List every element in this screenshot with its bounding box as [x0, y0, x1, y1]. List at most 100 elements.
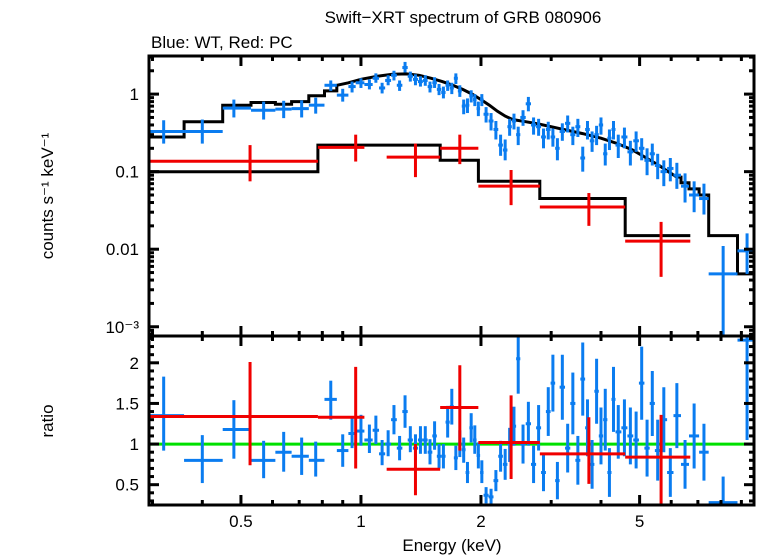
data-point	[184, 435, 223, 484]
data-point	[402, 395, 408, 428]
data-point	[644, 419, 650, 477]
data-point	[550, 128, 556, 147]
data-point	[465, 461, 470, 484]
data-point	[516, 336, 521, 394]
data-point	[417, 76, 423, 87]
x-tick-label: 1	[356, 512, 365, 531]
data-point	[545, 121, 551, 140]
data-point	[436, 444, 442, 469]
data-point	[432, 77, 437, 88]
data-point	[708, 245, 738, 336]
data-point	[478, 395, 540, 479]
data-point	[483, 487, 489, 504]
data-point	[417, 426, 423, 454]
data-point	[555, 461, 560, 500]
data-point	[649, 143, 655, 166]
data-point	[667, 448, 674, 497]
data-point	[308, 441, 325, 477]
data-point	[516, 126, 521, 146]
data-point	[654, 153, 661, 180]
data-point	[440, 134, 479, 165]
data-point	[621, 127, 628, 149]
data-point	[681, 440, 689, 489]
data-point	[441, 444, 446, 469]
data-point	[530, 445, 537, 484]
data-point	[149, 376, 185, 451]
data-point	[396, 80, 403, 91]
data-point	[667, 157, 674, 182]
data-point	[493, 120, 499, 140]
data-point	[598, 117, 604, 135]
data-point	[317, 134, 365, 162]
data-point	[427, 439, 433, 465]
data-point	[615, 134, 622, 158]
data-point	[412, 74, 418, 86]
data-point	[372, 415, 380, 445]
data-point	[565, 423, 571, 473]
data-point	[469, 413, 473, 443]
chart-subtitle: Blue: WT, Red: PC	[151, 33, 293, 52]
x-axis-label: Energy (keV)	[402, 536, 501, 555]
data-point	[478, 170, 540, 206]
y-tick-label: 0.01	[106, 240, 139, 259]
data-point	[555, 138, 560, 161]
data-point	[565, 115, 571, 133]
x-tick-label: 0.5	[229, 512, 253, 531]
data-point	[324, 80, 337, 91]
data-point	[445, 405, 450, 438]
data-point	[580, 146, 586, 172]
data-point	[440, 365, 479, 451]
data-point	[673, 162, 682, 189]
data-point	[580, 342, 586, 416]
data-point	[598, 407, 604, 465]
data-point	[336, 434, 349, 467]
data-point	[379, 440, 386, 466]
data-point	[654, 419, 661, 481]
data-point	[681, 173, 689, 203]
data-point	[251, 101, 276, 120]
data-point	[625, 414, 691, 505]
data-point	[488, 113, 494, 131]
y-tick-label: 2	[130, 354, 139, 373]
spectrum-panel: 1 0.1 0.01 10⁻³	[105, 54, 756, 338]
data-point	[385, 430, 392, 457]
data-point	[627, 140, 634, 166]
data-point	[149, 120, 185, 144]
data-point	[607, 448, 612, 497]
data-point	[570, 372, 576, 435]
data-point	[525, 401, 531, 446]
data-point	[594, 125, 599, 146]
data-point	[611, 120, 616, 140]
data-point	[550, 354, 556, 412]
data-point	[559, 354, 566, 420]
model-line-pc	[149, 143, 691, 238]
y-tick-label: 1.5	[115, 394, 139, 413]
ratio-panel: 2 1.5 1 0.5	[115, 334, 756, 507]
data-point	[627, 407, 634, 465]
data-point	[502, 448, 508, 480]
data-point	[559, 123, 566, 141]
chart-title: Swift−XRT spectrum of GRB 080906	[325, 8, 602, 27]
data-point	[184, 119, 223, 144]
data-point	[536, 118, 542, 136]
data-point	[502, 139, 508, 161]
data-point	[625, 221, 691, 277]
data-point	[607, 129, 612, 151]
data-point	[638, 346, 645, 420]
data-point	[472, 425, 477, 454]
data-point	[449, 82, 454, 95]
series-pc	[149, 362, 691, 505]
data-point	[539, 417, 626, 484]
data-point	[688, 403, 700, 469]
data-point	[469, 90, 473, 103]
data-point	[545, 387, 551, 436]
data-point	[457, 85, 462, 97]
y-tick-label: 0.5	[115, 476, 139, 495]
data-point	[539, 193, 626, 226]
data-point	[575, 118, 581, 137]
data-point	[149, 145, 318, 182]
data-point	[391, 405, 397, 435]
data-point	[453, 445, 458, 471]
data-point	[386, 444, 441, 496]
data-point	[570, 126, 576, 146]
